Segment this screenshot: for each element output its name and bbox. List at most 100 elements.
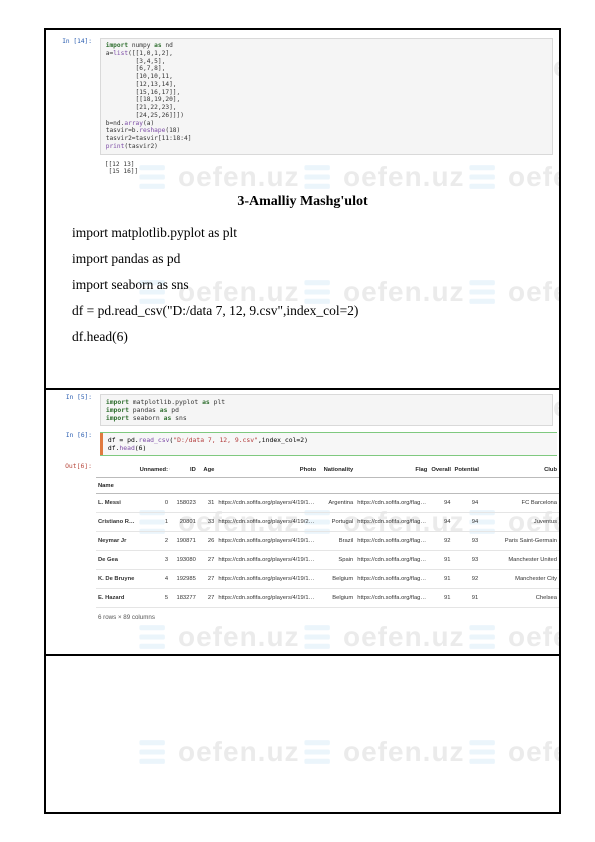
table-cell: 33 [198, 513, 217, 532]
table-row: De Gea319308027https://cdn.sofifa.org/pl… [96, 551, 559, 570]
table-cell: https://cdn.sofifa.org/players/4/19/1580… [216, 494, 318, 513]
in-label-2: In [5]: [52, 394, 96, 401]
table-cell: 183277 [170, 589, 198, 608]
table-cell: 94 [452, 513, 480, 532]
table-cell: 94 [452, 494, 480, 513]
watermark-text: oefen.uz [508, 276, 561, 308]
table-cell: https://cdn.sofifa.org/players/4/19/1929… [216, 570, 318, 589]
dataframe-table: Unnamed: 0IDAgePhotoNationalityFlagOvera… [96, 462, 559, 608]
table-cell: 5 [138, 589, 170, 608]
table-cell: 27 [198, 551, 217, 570]
table-cell: https://cdn.sofifa.org/flags/38.png [355, 513, 429, 532]
table-col-header: Flag [355, 462, 429, 478]
table-col-header: Potential [452, 462, 480, 478]
table-cell: De Gea [96, 551, 138, 570]
table-row: Neymar Jr219087126https://cdn.sofifa.org… [96, 532, 559, 551]
table-cell: 92 [429, 532, 452, 551]
table-cell: 4 [138, 570, 170, 589]
table-cell: 31 [198, 494, 217, 513]
table-col-header [96, 462, 138, 478]
table-cell: Argentina [318, 494, 355, 513]
table-row: K. De Bruyne419298527https://cdn.sofifa.… [96, 570, 559, 589]
table-cell: 91 [452, 589, 480, 608]
table-col-header: Overall [429, 462, 452, 478]
table-cell: 3 [138, 551, 170, 570]
output-table-wrap: Unnamed: 0IDAgePhotoNationalityFlagOvera… [96, 462, 559, 621]
table-cell: Manchester United [480, 551, 559, 570]
table-cell: L. Messi [96, 494, 138, 513]
table-cell: Paris Saint-Germain [480, 532, 559, 551]
table-cell: 92 [452, 570, 480, 589]
out-label: Out[6]: [52, 462, 96, 480]
watermark-text: oefen.uz [508, 736, 561, 768]
table-cell: 26 [198, 532, 217, 551]
watermark: oefen.uz [136, 735, 300, 769]
watermark: oefen.uz [466, 735, 561, 769]
watermark: oefen.uz [301, 735, 465, 769]
table-col-header: Unnamed: 0 [138, 462, 170, 478]
table-header-row: Unnamed: 0IDAgePhotoNationalityFlagOvera… [96, 462, 559, 478]
table-cell: Belgium [318, 570, 355, 589]
table-cell: Neymar Jr [96, 532, 138, 551]
table-cell: 27 [198, 570, 217, 589]
table-cell: Brazil [318, 532, 355, 551]
table-row: L. Messi015802331https://cdn.sofifa.org/… [96, 494, 559, 513]
table-cell: 91 [429, 570, 452, 589]
table-cell: 91 [429, 551, 452, 570]
table-cell: Belgium [318, 589, 355, 608]
table-cell: 93 [452, 532, 480, 551]
table-cell: 0 [138, 494, 170, 513]
in-label-1: In [14]: [52, 38, 96, 46]
table-cell: https://cdn.sofifa.org/flags/45.png [355, 551, 429, 570]
table-cell: https://cdn.sofifa.org/flags/7.png [355, 570, 429, 589]
table-cell: Juventus [480, 513, 559, 532]
code-output-1: [[12 13] [15 16]] [100, 158, 551, 180]
table-cell: https://cdn.sofifa.org/players/4/19/1832… [216, 589, 318, 608]
table-cell: E. Hazard [96, 589, 138, 608]
watermark-text: oefen.uz [178, 736, 300, 768]
body-line-4: df.head(6) [72, 324, 128, 350]
code-body-3: df = pd.read_csv("D:/data 7, 12, 9.csv",… [100, 433, 557, 455]
code-body-1: import numpy as nd a=list([[1,0,1,2], [3… [100, 38, 553, 155]
section-title: 3-Amalliy Mashg'ulot [46, 194, 559, 210]
table-cell: 94 [429, 513, 452, 532]
watermark-text: oefen.uz [343, 276, 465, 308]
table-cell: K. De Bruyne [96, 570, 138, 589]
table-cell: 192985 [170, 570, 198, 589]
table-cell: Spain [318, 551, 355, 570]
watermark-text: oefen.uz [343, 736, 465, 768]
table-cell: https://cdn.sofifa.org/flags/54.png [355, 532, 429, 551]
body-line-3: df = pd.read_csv("D:/data 7, 12, 9.csv",… [72, 298, 358, 324]
body-line-2: import seaborn as sns [72, 272, 189, 298]
table-cell: 158023 [170, 494, 198, 513]
table-col-header: Nationality [318, 462, 355, 478]
watermark-logo-icon [466, 735, 500, 769]
body-line-0: import matplotlib.pyplot as plt [72, 220, 237, 246]
table-cell: Manchester City [480, 570, 559, 589]
watermark-logo-icon [301, 735, 335, 769]
table-cell: FC Barcelona [480, 494, 559, 513]
table-cell: https://cdn.sofifa.org/players/4/19/1908… [216, 532, 318, 551]
table-footer-note: 6 rows × 89 columns [96, 614, 559, 621]
watermark-logo-icon [466, 275, 500, 309]
table-cell: 193080 [170, 551, 198, 570]
table-row: E. Hazard518327727https://cdn.sofifa.org… [96, 589, 559, 608]
watermark: oefen.uz [466, 275, 561, 309]
table-cell: https://cdn.sofifa.org/flags/52.png [355, 494, 429, 513]
table-cell: https://cdn.sofifa.org/players/4/19/2080… [216, 513, 318, 532]
table-cell: 91 [429, 589, 452, 608]
table-cell: 27 [198, 589, 217, 608]
table-cell: https://cdn.sofifa.org/players/4/19/1930… [216, 551, 318, 570]
code-body-2: import matplotlib.pyplot as plt import p… [100, 394, 553, 426]
table-cell: https://cdn.sofifa.org/flags/7.png [355, 589, 429, 608]
table-cell: 20801 [170, 513, 198, 532]
table-index-header: Name [96, 478, 138, 494]
table-cell: 190871 [170, 532, 198, 551]
table-cell: Portugal [318, 513, 355, 532]
code-cell-2: In [5]: import matplotlib.pyplot as plt … [52, 394, 553, 426]
table-col-header: Photo [216, 462, 318, 478]
code-cell-1: In [14]: import numpy as nd a=list([[1,0… [52, 38, 553, 179]
table-cell: Cristiano Ronaldo [96, 513, 138, 532]
body-line-1: import pandas as pd [72, 246, 180, 272]
table-cell: 94 [429, 494, 452, 513]
